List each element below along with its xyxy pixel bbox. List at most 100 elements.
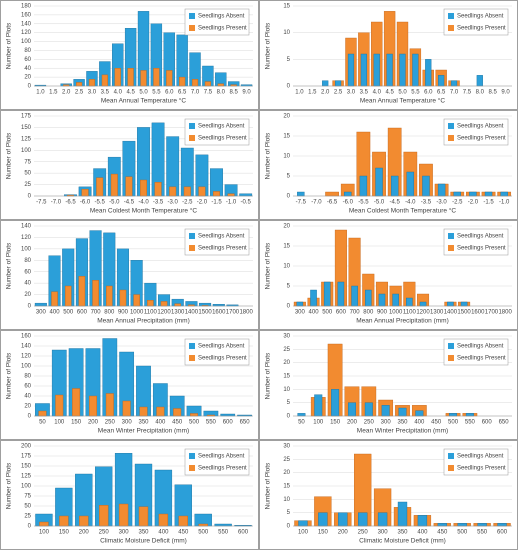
legend: Seedlings Absent Seedlings Present [184, 338, 250, 366]
x-tick-label: 600 [336, 310, 347, 316]
bar [298, 520, 308, 527]
legend-box [443, 338, 509, 366]
x-tick-label: 9.0 [242, 90, 251, 96]
x-tick-label: -5.5 [358, 200, 369, 206]
x-tick-label: 2.5 [75, 90, 84, 96]
legend-label: Seedlings Present [457, 136, 506, 142]
legend-swatch [448, 245, 454, 251]
bar [169, 186, 177, 197]
y-tick-label: 80 [24, 374, 31, 380]
x-tick-label: -6.0 [343, 200, 354, 206]
y-tick-label: 5 [287, 510, 291, 516]
x-tick-label: 400 [155, 420, 166, 426]
bar [51, 291, 58, 307]
bar [419, 301, 427, 307]
y-tick-label: 5 [287, 174, 291, 180]
x-tick-label: 900 [118, 310, 129, 316]
bar [59, 515, 69, 527]
bar [310, 289, 317, 307]
x-tick-label: 700 [91, 310, 102, 316]
x-tick-label: 5.0 [398, 90, 407, 96]
bar [64, 285, 72, 307]
x-tick-label: -1.5 [483, 200, 494, 206]
y-tick-label: 10 [283, 30, 290, 36]
x-tick-label: 1.5 [308, 90, 317, 96]
bar [72, 388, 81, 417]
legend-label: Seedlings Absent [198, 124, 245, 130]
x-tick-label: 450 [178, 530, 189, 536]
bar [75, 82, 83, 87]
bar [438, 75, 445, 87]
legend-label: Seedlings Present [198, 246, 247, 252]
x-tick-label: 500 [189, 420, 200, 426]
x-tick-label: 4.0 [114, 90, 123, 96]
x-tick-label: 100 [298, 530, 309, 536]
chart-panel: 0 5 10 15 20 -7.5 -7.0 -6.5 -6.0 -5.5 -5.0 -4.5 -4.0… [259, 110, 518, 220]
x-tick-label: 4.5 [385, 90, 394, 96]
bar [125, 176, 133, 197]
bar [377, 512, 388, 527]
x-tick-label: 6.0 [424, 90, 433, 96]
bar [114, 68, 121, 87]
bar [198, 186, 206, 197]
bar [81, 188, 89, 197]
x-tick-label: -0.5 [241, 200, 252, 206]
bar [325, 191, 339, 197]
bar [297, 191, 305, 197]
bar [88, 395, 97, 417]
bar [191, 79, 199, 87]
x-tick-label: 6.5 [437, 90, 446, 96]
x-tick-label: 4.0 [373, 90, 382, 96]
bar [314, 394, 323, 417]
x-tick-label: 7.0 [191, 90, 200, 96]
legend-swatch [189, 453, 195, 459]
bar [497, 523, 507, 527]
bar [160, 301, 168, 307]
y-axis-label: Number of Plots [6, 132, 13, 179]
x-tick-label: -3.5 [153, 200, 164, 206]
bar [476, 75, 483, 87]
x-tick-label: 5.5 [411, 90, 420, 96]
legend: Seedlings Absent Seedlings Present [184, 448, 250, 476]
bar [364, 402, 373, 417]
y-axis-label: Number of Plots [265, 22, 272, 69]
bar [477, 523, 487, 527]
x-axis-label: Climatic Moisture Deficit (mm) [359, 538, 446, 545]
x-tick-label: 1400 [185, 310, 199, 316]
bar [173, 408, 182, 417]
x-tick-label: -4.5 [124, 200, 135, 206]
bar [425, 59, 432, 87]
legend-label: Seedlings Present [457, 26, 506, 32]
y-tick-label: 140 [21, 344, 32, 350]
y-tick-label: 20 [24, 404, 31, 410]
y-tick-label: 80 [24, 258, 31, 264]
legend-box [184, 8, 250, 36]
bar [183, 186, 191, 197]
x-tick-label: 550 [206, 420, 217, 426]
x-tick-label: 1300 [430, 310, 444, 316]
bar [147, 300, 154, 307]
y-tick-label: 20 [24, 292, 31, 298]
x-tick-label: 500 [322, 310, 333, 316]
legend: Seedlings Absent Seedlings Present [184, 8, 250, 36]
bar [337, 281, 345, 307]
x-tick-label: 800 [104, 310, 115, 316]
y-tick-label: 25 [283, 347, 290, 353]
legend: Seedlings Absent Seedlings Present [443, 448, 509, 476]
x-tick-label: 550 [477, 530, 488, 536]
legend-label: Seedlings Present [198, 26, 247, 32]
y-tick-label: 0 [287, 304, 291, 310]
y-tick-label: 125 [21, 474, 32, 480]
x-tick-label: 1700 [226, 310, 240, 316]
y-tick-label: 20 [283, 224, 290, 230]
legend-box [443, 8, 509, 36]
legend-swatch [189, 245, 195, 251]
bar [39, 521, 49, 527]
y-tick-label: 120 [21, 354, 32, 360]
y-tick-label: 15 [283, 4, 290, 10]
legend-label: Seedlings Present [198, 466, 247, 472]
y-tick-label: 150 [21, 125, 32, 131]
x-tick-label: 400 [50, 310, 61, 316]
y-tick-label: 0 [28, 84, 32, 90]
